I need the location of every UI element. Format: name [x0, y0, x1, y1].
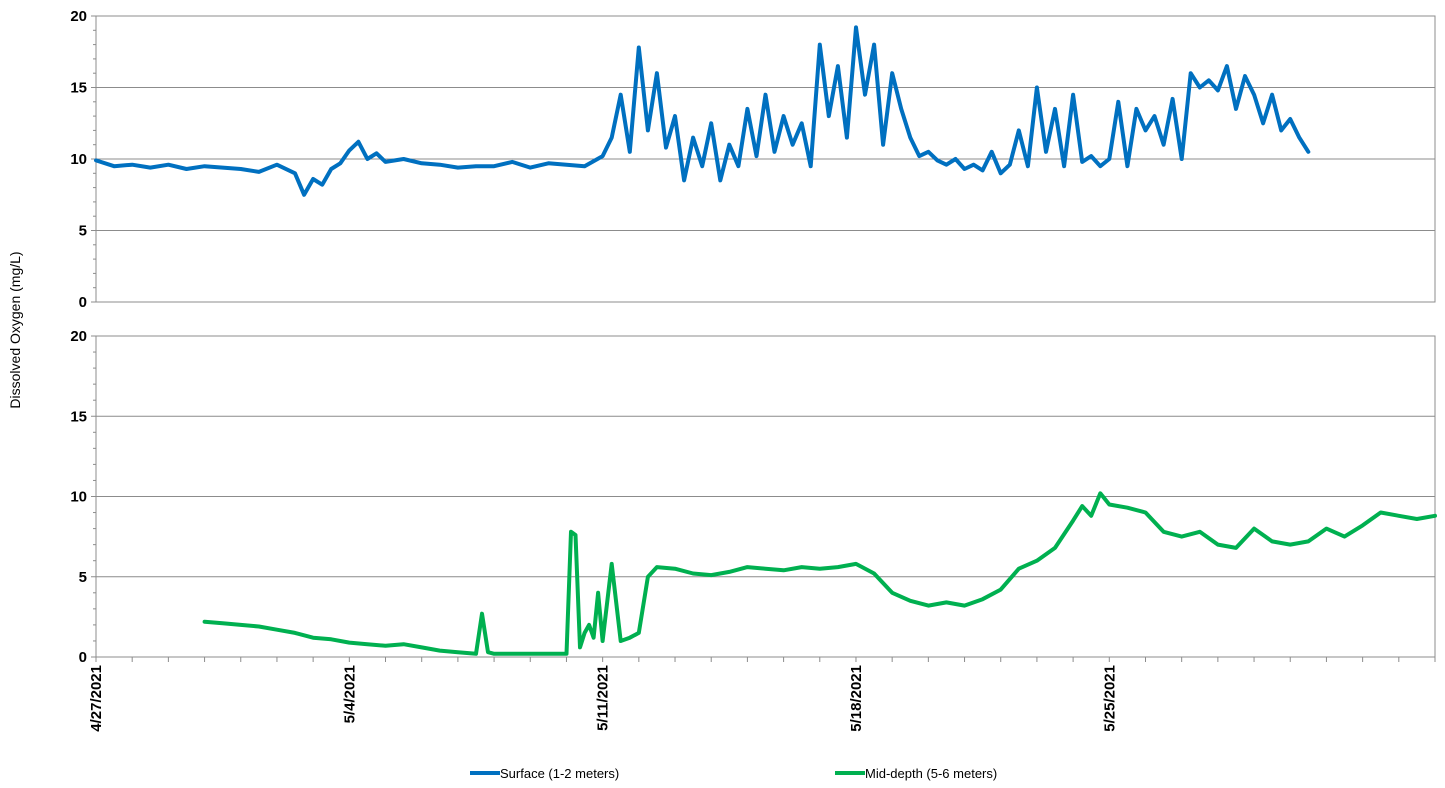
legend: Surface (1-2 meters) Mid-depth (5-6 mete… — [470, 766, 997, 781]
x-tick-label: 5/11/2021 — [595, 665, 612, 731]
y-axis-label: Dissolved Oxygen (mg/L) — [7, 251, 23, 408]
y-tick-label: 15 — [70, 408, 87, 425]
y-tick-label: 0 — [79, 294, 87, 311]
x-tick-label: 4/27/2021 — [88, 665, 105, 732]
surface-panel: 0 5 10 15 20 — [70, 8, 1436, 311]
series-line-surface — [94, 25, 1311, 197]
y-tick-label: 5 — [79, 223, 87, 240]
y-tick-label: 10 — [70, 151, 87, 168]
x-axis: 4/27/2021 5/4/2021 5/11/2021 5/18/2021 5/25/… — [88, 657, 1436, 732]
legend-label-surface: Surface (1-2 meters) — [500, 766, 619, 781]
y-tick-label: 0 — [79, 649, 87, 666]
mid-depth-panel: 0 5 10 15 20 — [70, 328, 1437, 666]
x-tick-label: 5/4/2021 — [341, 665, 358, 723]
y-tick-label: 20 — [70, 328, 87, 345]
x-tick-label: 5/25/2021 — [1101, 665, 1118, 732]
y-tick-label: 20 — [70, 8, 87, 25]
y-tick-label: 15 — [70, 80, 87, 97]
legend-label-mid-depth: Mid-depth (5-6 meters) — [865, 766, 997, 781]
y-tick-label: 10 — [70, 489, 87, 506]
series-line-mid-depth — [202, 491, 1437, 656]
x-tick-label: 5/18/2021 — [848, 665, 865, 732]
y-tick-label: 5 — [79, 569, 87, 586]
